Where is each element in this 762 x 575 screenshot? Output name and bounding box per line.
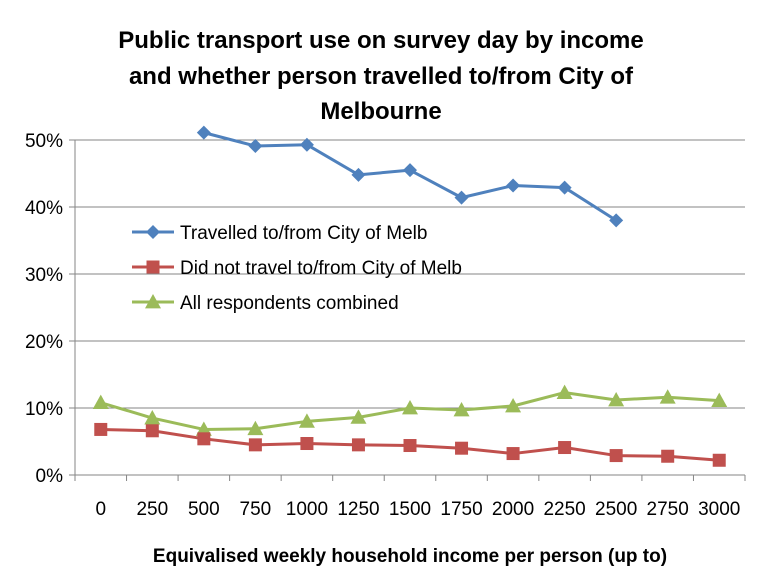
data-point [195,421,212,436]
data-point [298,413,315,428]
data-point [711,392,728,408]
x-tick-label: 1250 [337,499,379,520]
data-point [196,125,211,140]
legend-label: All respondents combined [180,293,399,314]
data-point [145,424,159,438]
y-tick-label: 30% [25,265,63,286]
data-point [609,213,624,228]
legend: Travelled to/from City of Melb Did not tr… [132,223,462,314]
data-point [351,167,366,182]
data-point [505,397,522,413]
x-tick-label: 750 [240,499,272,520]
data-point [454,190,469,205]
x-tick-label: 500 [188,499,220,520]
data-point [403,439,417,453]
x-tick-label: 1500 [389,499,431,520]
chart-title-line-3: Melbourne [320,98,441,125]
data-point [659,389,676,404]
x-tick-label: 3000 [698,499,740,520]
x-tick-label: 2250 [543,499,585,520]
axes [74,140,746,481]
data-point [506,447,520,461]
series-2 [94,422,726,467]
data-point [506,178,521,193]
x-tick-label: 1750 [440,499,482,520]
x-axis-label: Equivalised weekly household income per … [153,546,667,567]
data-point [351,438,365,452]
y-tick-label: 0% [36,466,64,487]
x-tick-label: 2000 [492,499,534,520]
series-group [92,125,728,467]
data-point [661,449,675,463]
data-point [455,441,469,455]
x-tick-labels: 0 250 500 750 1000 1250 1500 1750 2000 2250 2500 27… [95,499,740,520]
x-tick-label: 1000 [286,499,328,520]
data-point [144,410,161,425]
legend-marker [146,260,160,274]
data-point [712,453,726,467]
data-point [299,137,314,152]
data-point [350,409,367,424]
data-point [248,438,262,452]
y-tick-label: 50% [25,131,63,152]
chart-title-line-1: Public transport use on survey day by in… [118,27,643,54]
data-point [609,449,623,463]
y-tick-label: 40% [25,198,63,219]
data-point [402,400,418,415]
data-point [247,420,264,436]
x-tick-label: 250 [136,499,168,520]
legend-item: Travelled to/from City of Melb [132,223,427,244]
data-point [608,391,625,407]
data-point [92,394,109,410]
y-tick-labels: 0% 10% 20% 30% 40% 50% [25,131,63,487]
legend-item: All respondents combined [132,293,399,314]
legend-marker [146,225,160,239]
series-3 [92,384,728,436]
data-point [556,384,573,399]
data-point [453,402,470,417]
legend-marker [145,294,161,309]
legend-label: Travelled to/from City of Melb [180,223,427,244]
data-point [300,437,314,451]
chart-title-line-2: and whether person travelled to/from Cit… [129,63,634,90]
data-point [403,163,417,178]
x-tick-label: 2750 [647,499,689,520]
series-1 [196,125,624,228]
data-point [94,422,108,436]
x-tick-label: 2500 [595,499,637,520]
data-point [248,139,263,154]
data-point [197,432,211,446]
x-tick-label: 0 [95,499,106,520]
gridlines [69,139,745,476]
legend-label: Did not travel to/from City of Melb [180,258,462,279]
data-point [557,180,572,195]
chart-title: Public transport use on survey day by in… [118,27,643,125]
legend-item: Did not travel to/from City of Melb [132,258,462,279]
data-point [558,441,572,455]
y-tick-label: 20% [25,332,63,353]
y-tick-label: 10% [25,399,63,420]
